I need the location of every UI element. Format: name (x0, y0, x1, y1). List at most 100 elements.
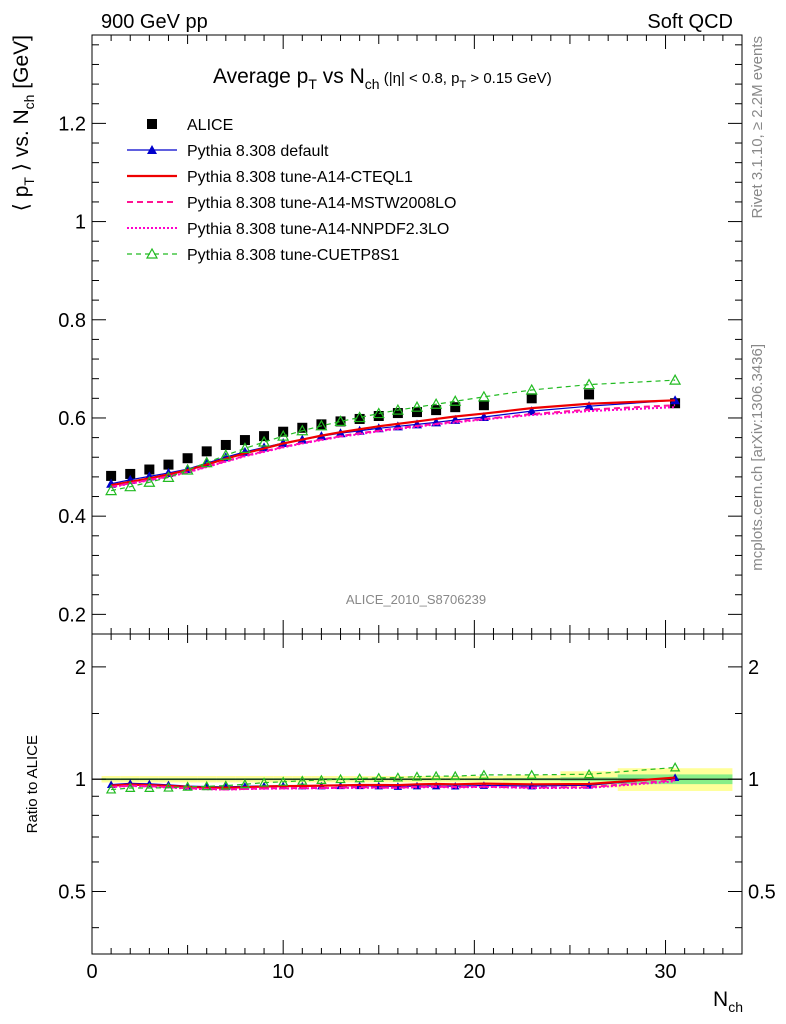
main-point-alice (392, 408, 403, 419)
ratio-point-cuetp8s1 (239, 778, 251, 789)
ratio-point-cuetp8s1 (125, 782, 136, 792)
ratio-point-cuetp8s1 (335, 773, 346, 784)
main-point-alice (526, 393, 537, 404)
ratio-y-tick-label: 2 (75, 657, 86, 679)
analysis-watermark: ALICE_2010_S8706239 (346, 592, 486, 607)
main-point-alice (354, 413, 365, 424)
x-tick-label: 30 (654, 961, 676, 983)
main-point-alice (584, 389, 595, 400)
legend: ALICE Pythia 8.308 default Pythia 8.308 tu… (127, 117, 456, 264)
legend-label-mstw: Pythia 8.308 tune-A14-MSTW2008LO (187, 195, 456, 212)
ratio-point-cuetp8s1 (163, 782, 174, 792)
ratio-line-cteql1 (111, 776, 676, 789)
main-y-axis-label: ⟨ pT ⟩ vs. Nch [GeV] (10, 35, 37, 211)
main-point-alice (201, 446, 212, 457)
header-left: 900 GeV pp (101, 11, 208, 33)
ratio-y-tick-label: 0.5 (58, 882, 86, 904)
ratio-point-cuetp8s1 (411, 771, 423, 781)
main-point-cuetp8s1 (430, 397, 443, 409)
main-point-alice (412, 407, 422, 418)
main-point-alice (125, 468, 136, 479)
ratio-point-cuetp8s1 (354, 772, 365, 783)
main-point-alice (220, 439, 231, 450)
main-point-default (526, 406, 537, 416)
ratio-series-layer (105, 762, 681, 794)
legend-label-cuetp8s1: Pythia 8.308 tune-CUETP8S1 (187, 247, 400, 264)
mcplots-label: mcplots.cern.ch [arXiv:1306.3436] (749, 344, 766, 571)
main-point-cuetp8s1 (525, 383, 538, 395)
main-point-cuetp8s1 (391, 403, 404, 415)
main-y-tick-label: 0.4 (58, 506, 86, 528)
legend-marker-default (147, 145, 157, 154)
main-point-alice (144, 464, 155, 475)
main-point-cuetp8s1 (669, 373, 682, 385)
ratio-point-cuetp8s1 (583, 768, 595, 779)
main-point-alice (478, 400, 489, 411)
ratio-y-axis-label: Ratio to ALICE (24, 735, 41, 833)
x-axis-label: Nch (713, 988, 743, 1015)
main-point-alice (450, 402, 461, 413)
ratio-point-cuetp8s1 (392, 772, 404, 782)
ratio-y-tick-label: 1 (75, 769, 86, 791)
main-y-tick-label: 1.2 (58, 113, 86, 135)
ratio-point-cuetp8s1 (277, 776, 289, 786)
legend-marker-cuetp8s1 (145, 247, 159, 259)
main-point-alice (297, 422, 308, 433)
ratio-point-cuetp8s1 (430, 770, 442, 781)
ratio-point-cuetp8s1 (373, 772, 384, 782)
main-point-cuetp8s1 (477, 390, 490, 402)
main-point-alice (182, 453, 193, 464)
main-point-cuetp8s1 (277, 429, 290, 441)
legend-label-cteql1: Pythia 8.308 tune-A14-CTEQL1 (187, 169, 413, 186)
ratio-point-cuetp8s1 (316, 774, 327, 784)
main-point-alice (431, 405, 442, 416)
main-point-cuetp8s1 (353, 411, 366, 423)
main-line-cuetp8s1 (110, 379, 676, 492)
main-point-cuetp8s1 (162, 471, 175, 482)
ratio-point-cuetp8s1 (450, 770, 461, 781)
legend-label-nnpdf: Pythia 8.308 tune-A14-NNPDF2.3LO (187, 221, 449, 238)
ratio-point-cuetp8s1 (669, 762, 681, 772)
main-point-cuetp8s1 (238, 442, 251, 454)
x-tick-label: 0 (86, 961, 97, 983)
ratio-line-cuetp8s1 (111, 766, 676, 791)
legend-label-alice: ALICE (187, 117, 233, 134)
main-point-cuetp8s1 (124, 480, 137, 492)
ratio-point-cuetp8s1 (220, 780, 232, 790)
main-point-cuetp8s1 (449, 395, 462, 406)
ratio-y-tick-label-right: 1 (748, 769, 759, 791)
x-tick-label: 10 (272, 961, 294, 983)
main-point-alice (163, 459, 174, 470)
main-point-alice (335, 416, 346, 427)
main-point-alice (239, 435, 250, 446)
main-y-tick-label: 0.2 (58, 604, 86, 626)
x-tick-label: 20 (463, 961, 485, 983)
main-point-cuetp8s1 (334, 415, 347, 427)
ratio-point-cuetp8s1 (105, 784, 117, 794)
ratio-point-default (670, 773, 680, 781)
main-point-cuetp8s1 (296, 424, 309, 436)
ratio-line-nnpdf (111, 780, 676, 791)
main-point-cuetp8s1 (583, 378, 596, 390)
main-point-default (584, 401, 595, 411)
ratio-y-tick-label-right: 2 (748, 657, 759, 679)
ratio-plot-frame (91, 633, 743, 955)
main-point-alice (316, 419, 327, 430)
main-y-tick-label: 1 (75, 212, 86, 234)
main-line-cteql1 (110, 399, 676, 487)
main-point-cuetp8s1 (219, 449, 232, 460)
main-point-cuetp8s1 (258, 435, 271, 447)
main-series-layer (105, 373, 682, 496)
main-point-cuetp8s1 (143, 476, 156, 487)
main-point-default (670, 395, 681, 405)
main-point-alice (373, 411, 384, 422)
ratio-point-cuetp8s1 (258, 777, 270, 787)
main-point-cuetp8s1 (105, 484, 118, 496)
ratio-point-cuetp8s1 (144, 782, 155, 792)
main-point-cuetp8s1 (410, 400, 424, 412)
main-point-cuetp8s1 (372, 407, 385, 419)
main-y-tick-label: 0.8 (58, 310, 86, 332)
ratio-point-cuetp8s1 (297, 775, 308, 785)
main-point-alice (106, 470, 117, 481)
